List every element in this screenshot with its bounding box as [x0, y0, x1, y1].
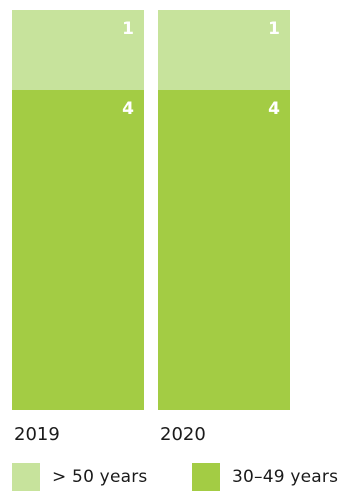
- x-tick-label-2020: 2020: [160, 424, 206, 445]
- x-tick-label-2019: 2019: [14, 424, 60, 445]
- chart-legend: > 50 years 30–49 years: [12, 462, 357, 496]
- data-label-2019-over-50: 1: [122, 19, 134, 39]
- legend-item-over-50: > 50 years: [12, 462, 147, 492]
- legend-item-30-49: 30–49 years: [192, 462, 338, 492]
- data-label-2020-30-49: 4: [268, 99, 280, 119]
- legend-swatch-30-49: [192, 463, 220, 491]
- legend-label-over-50: > 50 years: [52, 467, 148, 487]
- bar-segment-2019-30-49: [12, 90, 144, 410]
- data-label-2019-30-49: 4: [122, 99, 134, 119]
- bar-segment-2020-30-49: [158, 90, 290, 410]
- bar-segment-2019-over-50: [12, 10, 144, 90]
- chart-plot-area: 4 1 2019 4 1 2020: [12, 10, 290, 445]
- bar-segment-2020-over-50: [158, 10, 290, 90]
- data-label-2020-over-50: 1: [268, 19, 280, 39]
- legend-swatch-over-50: [12, 463, 40, 491]
- legend-label-30-49: 30–49 years: [232, 467, 339, 487]
